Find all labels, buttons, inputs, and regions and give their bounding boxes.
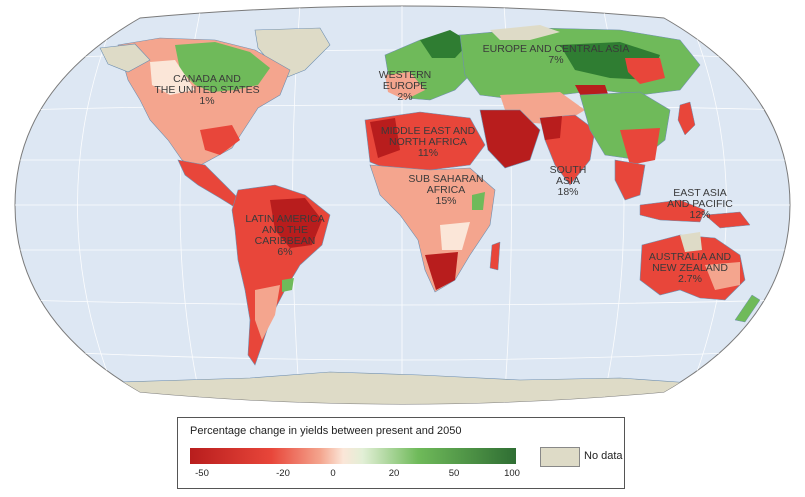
russia-red (625, 58, 665, 84)
tick-label-100: 100 (504, 468, 520, 479)
se-asia (614, 159, 646, 201)
russia-north-no-data (490, 25, 560, 40)
region-label-middle-east-north-africa: MIDDLE EAST AND NORTH AFRICA 11% (381, 125, 476, 159)
africa-green (472, 192, 485, 210)
region-labels: CANADA AND THE UNITED STATES 1% EUROPE AND … (154, 43, 733, 285)
region-label-western-europe: WESTERN EUROPE 2% (379, 69, 432, 103)
scandinavia (420, 30, 470, 58)
argentina-light (255, 285, 280, 340)
region-label-canada-us: CANADA AND THE UNITED STATES 1% (154, 73, 259, 107)
madagascar (489, 241, 501, 271)
middle-east (479, 109, 541, 169)
canada-green (175, 42, 270, 92)
region-label-south-asia: SOUTH ASIA 18% (550, 164, 587, 198)
tick-label-0: 0 (330, 468, 336, 479)
africa-neutral (440, 222, 470, 250)
tick-label-minus20: -20 (276, 468, 290, 479)
australia-light (705, 262, 740, 290)
no-data-swatch (540, 447, 580, 467)
antarctica (15, 371, 790, 404)
region-label-australia-new-zealand: AUSTRALIA AND NEW ZEALAND 2.7% (649, 251, 732, 285)
tick-label-minus50: -50 (195, 468, 209, 479)
alaska-no-data (99, 43, 151, 73)
china-red (620, 128, 660, 165)
north-africa-dark (370, 118, 400, 158)
new-zealand (734, 294, 761, 323)
japan (677, 101, 696, 136)
australia-no-data (680, 232, 702, 252)
tick-label-50: 50 (448, 468, 460, 479)
legend: Percentage change in yields between pres… (177, 417, 625, 489)
pakistan-dark (540, 116, 562, 140)
region-label-east-asia-pacific: EAST ASIA AND PACIFIC 12% (667, 187, 733, 221)
indonesia (639, 199, 706, 223)
south-america-green (282, 278, 294, 292)
color-scale-bar (190, 448, 516, 464)
southern-africa-red (425, 252, 458, 290)
region-label-sub-saharan-africa: SUB SAHARAN AFRICA 15% (408, 173, 483, 207)
us-south-red (200, 125, 240, 155)
brazil-dark (270, 198, 322, 248)
canada-pink (150, 60, 195, 95)
new-guinea (704, 211, 751, 229)
no-data-label: No data (584, 450, 623, 462)
tick-label-20: 20 (388, 468, 400, 479)
world-map: CANADA AND THE UNITED STATES 1% EUROPE AND … (14, 5, 791, 405)
western-europe-pink (385, 72, 425, 100)
legend-title: Percentage change in yields between pres… (190, 425, 462, 437)
region-label-europe-central-asia: EUROPE AND CENTRAL ASIA 7% (483, 43, 630, 66)
region-label-latin-america-caribbean: LATIN AMERICA AND THE CARIBBEAN 6% (245, 213, 324, 258)
